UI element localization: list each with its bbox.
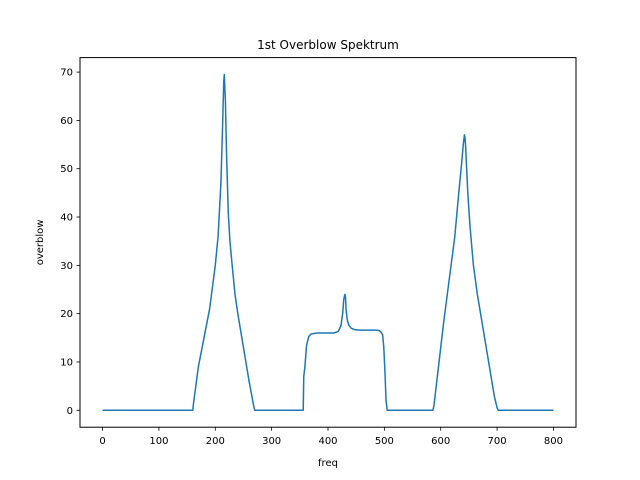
y-tick-label: 10 [60,357,73,368]
y-axis-label: overblow [35,220,46,266]
y-tick-label: 20 [60,309,73,320]
x-tick-label: 0 [99,436,105,447]
x-tick-label: 300 [262,436,281,447]
x-axis-label: freq [318,458,338,469]
y-tick-label: 50 [60,164,73,175]
chart-title: 1st Overblow Spektrum [257,38,399,52]
y-tick-label: 0 [67,406,73,417]
plot-frame [79,57,577,428]
series-line-0 [102,73,554,412]
x-tick-label: 500 [375,436,394,447]
chart-series [102,73,554,412]
y-tick-label: 70 [60,68,73,79]
x-axis: 0 100 200 300 400 500 600 700 800 [99,427,563,447]
x-tick-label: 800 [544,436,563,447]
y-tick-label: 30 [60,261,73,272]
x-tick-label: 100 [149,436,168,447]
y-axis: 0 10 20 30 40 50 60 70 [60,68,80,417]
y-tick-label: 60 [60,116,73,127]
x-tick-label: 600 [431,436,450,447]
x-tick-label: 200 [206,436,225,447]
x-tick-label: 700 [488,436,507,447]
x-tick-label: 400 [318,436,337,447]
y-tick-label: 40 [60,213,73,224]
